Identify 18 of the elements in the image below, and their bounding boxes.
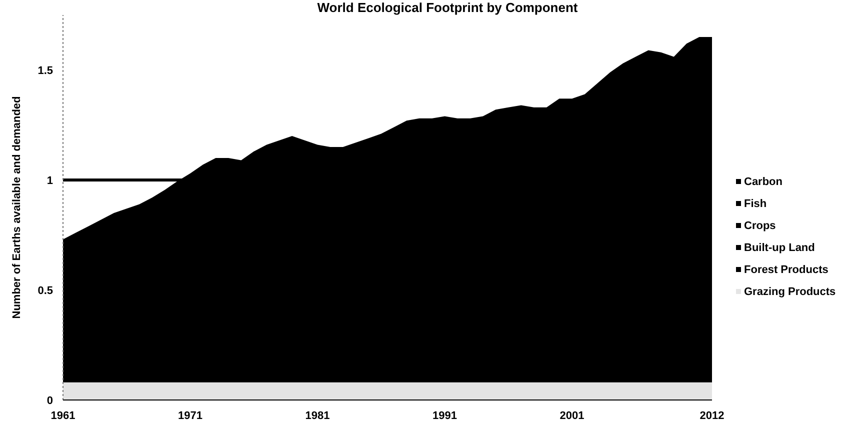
y-tick-label: 1.5 <box>38 65 53 77</box>
chart-title: World Ecological Footprint by Component <box>317 0 578 15</box>
legend-label: Fish <box>744 198 767 210</box>
legend-label: Built-up Land <box>744 242 815 254</box>
x-tick-label: 2012 <box>700 410 724 422</box>
legend-label: Grazing Products <box>744 286 836 298</box>
y-tick-label: 0 <box>46 395 53 407</box>
legend-label: Carbon <box>744 176 783 188</box>
y-axis-title: Number of Earths available and demanded <box>11 96 23 319</box>
legend-label: Forest Products <box>744 264 828 276</box>
y-tick-label: 0.5 <box>38 285 53 297</box>
x-tick-label: 1991 <box>432 410 458 422</box>
x-tick-label: 1961 <box>50 410 76 422</box>
x-tick-label: 1981 <box>305 410 330 422</box>
y-tick-label: 1 <box>46 175 53 187</box>
x-tick-label: 2001 <box>560 410 584 422</box>
x-tick-label: 1971 <box>178 410 202 422</box>
legend-label: Crops <box>744 220 776 232</box>
